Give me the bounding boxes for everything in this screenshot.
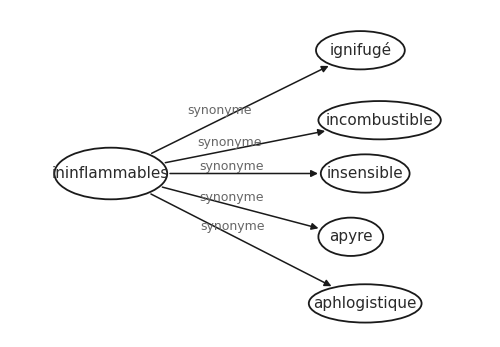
- Text: incombustible: incombustible: [326, 113, 434, 128]
- Ellipse shape: [318, 218, 383, 256]
- Text: ignifugé: ignifugé: [330, 42, 392, 58]
- Text: ininflammables: ininflammables: [52, 166, 170, 181]
- Text: insensible: insensible: [327, 166, 404, 181]
- Ellipse shape: [309, 284, 422, 323]
- Ellipse shape: [321, 154, 410, 193]
- Text: synonyme: synonyme: [200, 160, 264, 173]
- Ellipse shape: [54, 148, 167, 199]
- Text: aphlogistique: aphlogistique: [314, 296, 417, 311]
- Text: synonyme: synonyme: [187, 104, 252, 117]
- Ellipse shape: [316, 31, 405, 69]
- Text: synonyme: synonyme: [199, 191, 264, 204]
- Text: synonyme: synonyme: [197, 136, 262, 149]
- Text: synonyme: synonyme: [200, 220, 265, 233]
- Text: apyre: apyre: [329, 229, 372, 244]
- Ellipse shape: [318, 101, 441, 139]
